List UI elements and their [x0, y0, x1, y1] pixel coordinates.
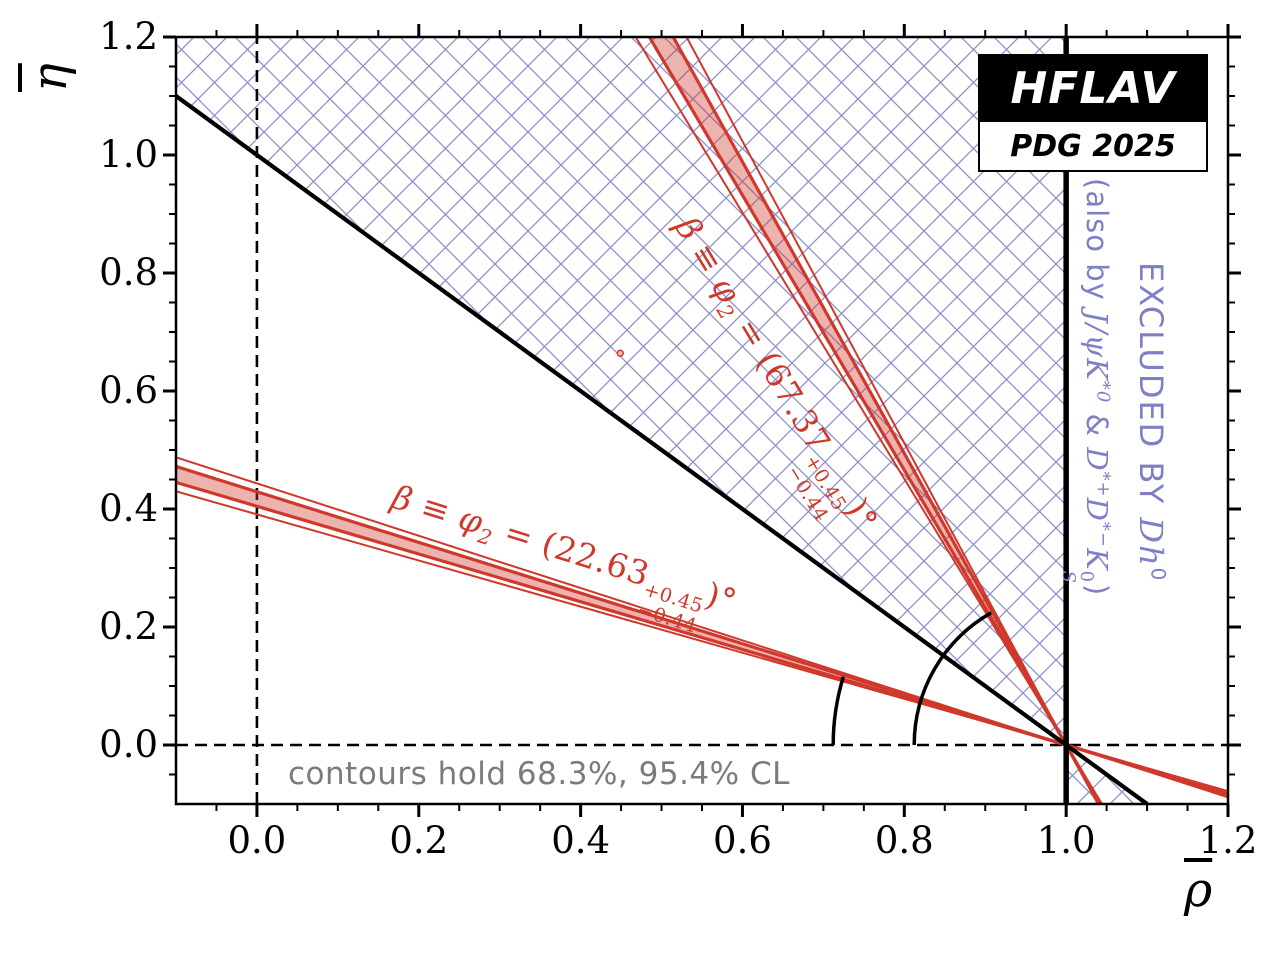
axis-ticks — [163, 24, 1241, 817]
excluded-also-by-label: (also by J/ψK*0 & D*+D*−K 0 S) — [1057, 178, 1114, 597]
x-tick-label: 1.0 — [1036, 819, 1096, 862]
y-tick-label: 0.4 — [99, 487, 158, 530]
hflav-logo-box: HFLAV PDG 2025 — [978, 54, 1208, 172]
rho-bar-symbol: ρ — [1184, 862, 1213, 918]
x-tick-label: 1.2 — [1198, 819, 1258, 862]
y-tick-label: 0.8 — [99, 251, 158, 294]
alsoby-amp: & — [1080, 403, 1114, 448]
alsoby-k-sup: 0 — [1075, 570, 1097, 584]
beta-angle-arc — [831, 676, 845, 746]
triangle-hypotenuse-line — [176, 94, 1149, 804]
alsoby-close: ) — [1080, 583, 1114, 597]
x-tick-label: 0.0 — [227, 819, 287, 862]
apex-fit-point — [616, 349, 624, 357]
excluded-pre: EXCLUDED BY — [1132, 262, 1170, 518]
y-axis-label: η — [22, 63, 78, 92]
alsoby-dstar1-sup: *+ — [1092, 471, 1114, 498]
y-tick-label: 0.0 — [99, 723, 158, 766]
excluded-dh: Dh — [1132, 517, 1170, 568]
excluded-dh-sup: 0 — [1146, 567, 1170, 583]
alsoby-dstar1: D — [1080, 447, 1114, 472]
alsoby-jpsik-sup: *0 — [1092, 380, 1114, 404]
alsoby-dstar2: D — [1080, 497, 1114, 522]
hflav-logo-title: HFLAV — [980, 56, 1206, 120]
beta-angle-arc — [912, 611, 992, 746]
alsoby-k: K — [1080, 547, 1114, 571]
alsoby-k-sub: S — [1057, 570, 1079, 584]
x-axis-label: ρ — [1184, 862, 1212, 918]
y-tick-label: 0.2 — [99, 605, 158, 648]
hflav-logo-subtitle: PDG 2025 — [980, 120, 1206, 170]
alsoby-dstar2-sup: *− — [1092, 521, 1114, 548]
y-tick-label: 1.0 — [99, 133, 158, 176]
confidence-note: contours hold 68.3%, 95.4% CL — [288, 756, 790, 792]
x-tick-label: 0.4 — [551, 819, 611, 862]
y-tick-label: 0.6 — [99, 369, 158, 412]
x-tick-label: 0.2 — [389, 819, 449, 862]
alsoby-jpsik: J/ψK — [1080, 311, 1114, 381]
excluded-region-label: EXCLUDED BY Dh0 — [1132, 262, 1170, 582]
eta-bar-symbol: η — [22, 63, 78, 92]
x-tick-label: 0.6 — [713, 819, 772, 862]
y-tick-label: 1.2 — [99, 15, 158, 58]
alsoby-pre: (also by — [1080, 178, 1114, 312]
x-tick-label: 0.8 — [874, 819, 934, 862]
excluded-hatch-upper — [176, 37, 1067, 745]
